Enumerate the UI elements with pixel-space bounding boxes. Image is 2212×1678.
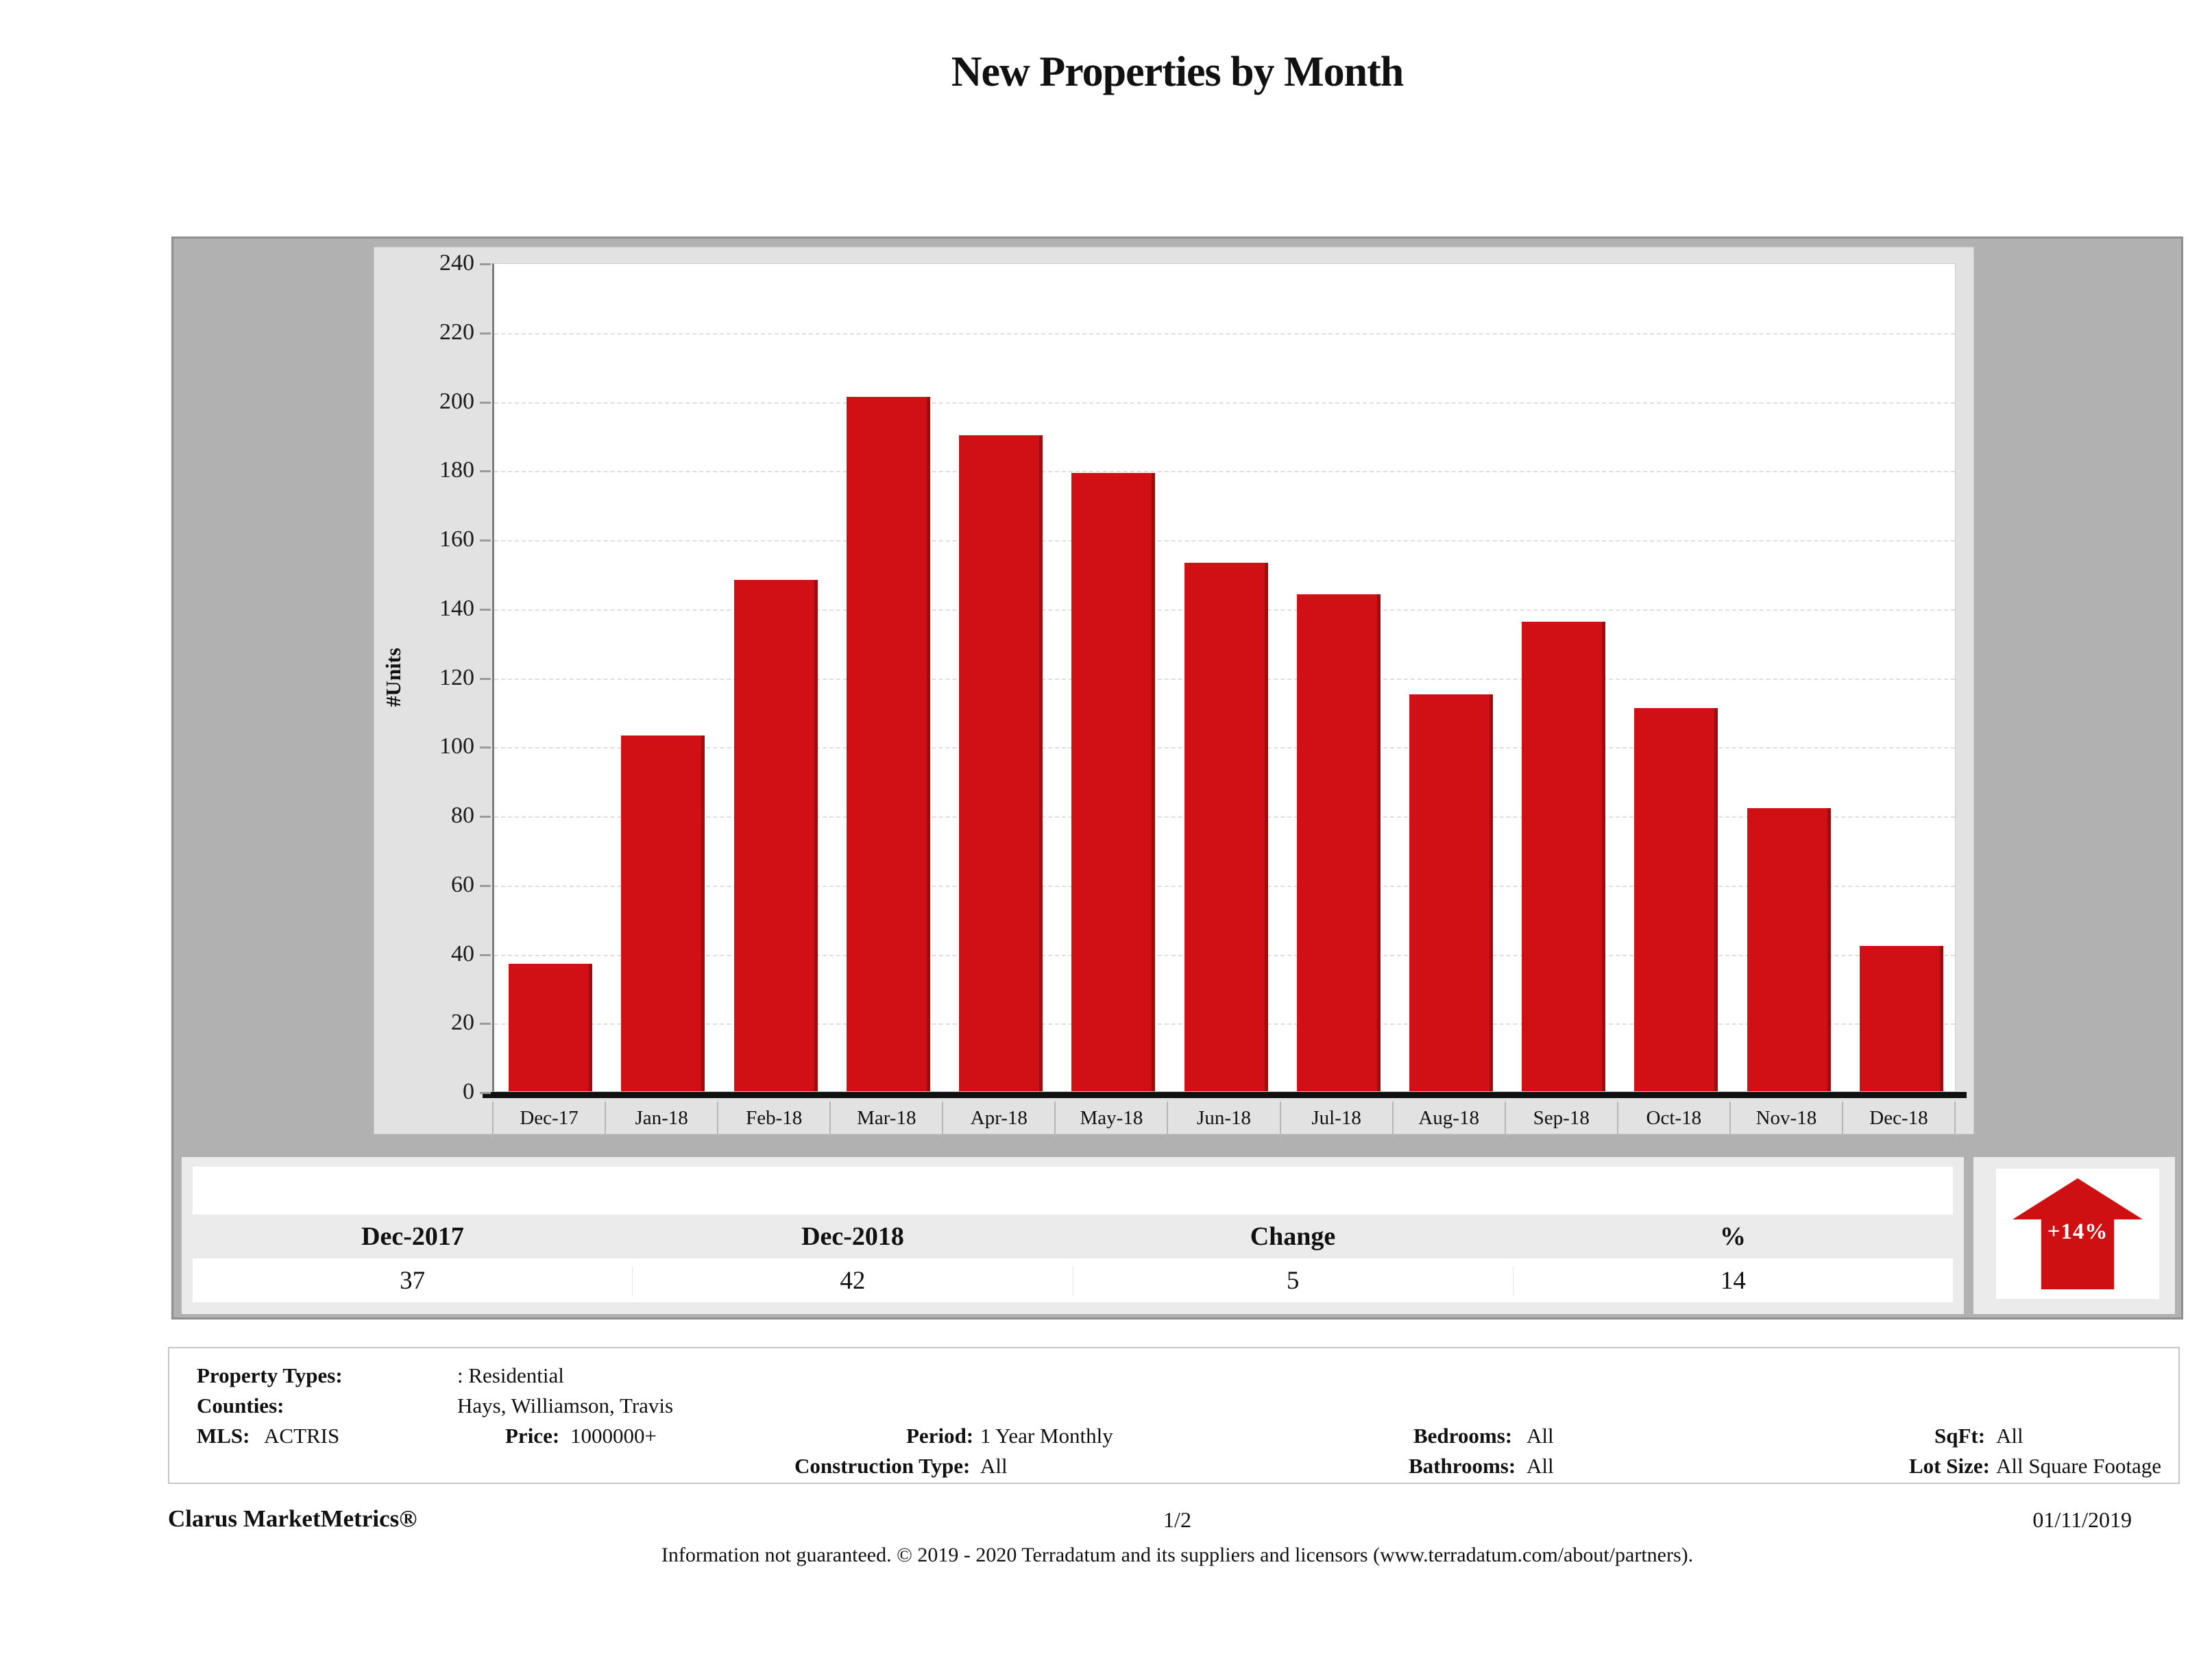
lot-size-value: All Square Footage	[1996, 1454, 2162, 1478]
bar-Jul-18	[1296, 594, 1381, 1091]
bar-Feb-18	[733, 580, 818, 1091]
trend-badge-inner: +14%	[1996, 1169, 2159, 1299]
bar-Sep-18	[1522, 621, 1606, 1091]
y-tick-label: 120	[374, 665, 491, 691]
filter-row-4: Construction Type: All Bathrooms: All Lo…	[169, 1454, 2178, 1481]
period-label: Period:	[906, 1424, 974, 1448]
y-tick-label: 80	[374, 803, 491, 829]
x-axis-label: Apr-18	[942, 1102, 1054, 1139]
x-axis-label: Dec-18	[1841, 1102, 1956, 1139]
x-axis-label: Jul-18	[1279, 1102, 1392, 1139]
plot-area	[492, 263, 1956, 1092]
filter-row-2: Counties: Hays, Williamson, Travis	[169, 1394, 2178, 1421]
bar-Oct-18	[1634, 707, 1718, 1091]
y-tick-label: 140	[374, 596, 491, 622]
sqft-label: SqFt:	[1934, 1424, 1986, 1448]
summary-header-cell: %	[1720, 1222, 1746, 1251]
bedrooms-label: Bedrooms:	[1413, 1424, 1513, 1448]
mls-value: ACTRIS	[264, 1424, 340, 1448]
gridline	[494, 540, 1955, 542]
bar-Dec-18	[1859, 946, 1943, 1091]
up-arrow-icon: +14%	[2013, 1178, 2143, 1289]
x-axis-label: Oct-18	[1616, 1102, 1729, 1139]
construction-type-label: Construction Type:	[794, 1454, 971, 1478]
counties-value: Hays, Williamson, Travis	[457, 1394, 674, 1418]
filter-summary-box: Property Types: : Residential Counties: …	[168, 1347, 2180, 1484]
y-tick-label: 220	[374, 319, 491, 345]
page-title: New Properties by Month	[951, 49, 1404, 95]
summary-header-cell: Dec-2018	[801, 1222, 904, 1251]
summary-value-cell: 5	[1072, 1265, 1513, 1296]
summary-header-cell: Change	[1250, 1222, 1336, 1251]
x-axis-label: Jan-18	[605, 1102, 717, 1139]
filter-row-1: Property Types: : Residential	[169, 1363, 2178, 1391]
bar-Aug-18	[1409, 694, 1493, 1091]
price-value: 1000000+	[570, 1424, 657, 1448]
y-tick-label: 200	[374, 389, 491, 415]
x-axis-labels: Dec-17 Jan-18 Feb-18 Mar-18 Apr-18 May-18 Jun-…	[492, 1102, 1956, 1139]
y-tick-label: 240	[374, 250, 491, 276]
x-axis-label: Sep-18	[1504, 1102, 1617, 1139]
footer-brand: Clarus MarketMetrics®	[168, 1505, 417, 1532]
y-tick-label: 100	[374, 733, 491, 759]
y-tick-label: 160	[374, 526, 491, 552]
summary-table-blank-row	[193, 1167, 1953, 1215]
x-axis-label: Mar-18	[829, 1102, 942, 1139]
price-label: Price:	[505, 1424, 560, 1448]
summary-table: Dec-2017 Dec-2018 Change% 37 42 5 14	[182, 1157, 1964, 1314]
y-tick-label: 20	[374, 1010, 491, 1036]
property-types-value: : Residential	[457, 1363, 564, 1387]
bar-Apr-18	[959, 435, 1043, 1091]
summary-value-cell: 42	[632, 1265, 1072, 1296]
sqft-value: All	[1996, 1424, 2023, 1448]
bathrooms-label: Bathrooms:	[1409, 1454, 1516, 1478]
y-tick-label: 0	[374, 1079, 491, 1105]
summary-table-value-row: 37 42 5 14	[193, 1258, 1953, 1302]
x-axis-label: Dec-17	[492, 1102, 605, 1139]
bar-Jan-18	[621, 735, 705, 1091]
x-axis-label: May-18	[1054, 1102, 1167, 1139]
construction-type-value: All	[980, 1454, 1008, 1478]
summary-table-header-row: Dec-2017 Dec-2018 Change%	[193, 1215, 1953, 1258]
x-axis-baseline	[483, 1092, 1967, 1098]
gridline	[494, 402, 1955, 404]
chart-box: #Units Dec-17 Jan-18 Feb-18 Mar-18 Apr-18 May…	[374, 247, 1974, 1139]
footer-disclaimer: Information not guaranteed. © 2019 - 202…	[661, 1544, 1694, 1566]
footer-page-number: 1/2	[1163, 1507, 1191, 1532]
x-axis-label: Aug-18	[1391, 1102, 1505, 1139]
period-value: 1 Year Monthly	[980, 1424, 1113, 1448]
chart-panel: #Units Dec-17 Jan-18 Feb-18 Mar-18 Apr-18 May…	[171, 236, 2183, 1320]
footer-date: 01/11/2019	[2032, 1507, 2132, 1532]
y-tick-label: 40	[374, 941, 491, 967]
bar-Dec-17	[509, 963, 593, 1091]
bathrooms-value: All	[1527, 1454, 1554, 1478]
gridline	[494, 471, 1955, 473]
bar-Nov-18	[1747, 807, 1831, 1091]
filter-row-3: MLS: ACTRIS Price: 1000000+ Period: 1 Ye…	[169, 1424, 2178, 1451]
trend-badge-label: +14%	[2047, 1219, 2108, 1244]
x-axis-label: Feb-18	[717, 1102, 829, 1139]
bar-May-18	[1071, 473, 1156, 1091]
mls-label: MLS:	[197, 1424, 250, 1448]
summary-value-cell: 14	[1512, 1265, 1953, 1296]
bar-Mar-18	[846, 397, 930, 1091]
trend-badge-card: +14%	[1973, 1157, 2175, 1314]
bar-Jun-18	[1184, 563, 1268, 1091]
lot-size-label: Lot Size:	[1909, 1454, 1990, 1478]
summary-header-cell: Dec-2017	[361, 1222, 464, 1251]
summary-value-cell: 37	[400, 1266, 426, 1295]
bedrooms-value: All	[1527, 1424, 1554, 1448]
x-axis-label: Jun-18	[1167, 1102, 1279, 1139]
gridline	[494, 332, 1955, 335]
counties-label: Counties:	[197, 1394, 284, 1418]
property-types-label: Property Types:	[197, 1363, 343, 1387]
y-tick-label: 180	[374, 457, 491, 483]
y-tick-label: 60	[374, 872, 491, 898]
x-axis-label: Nov-18	[1729, 1102, 1842, 1139]
